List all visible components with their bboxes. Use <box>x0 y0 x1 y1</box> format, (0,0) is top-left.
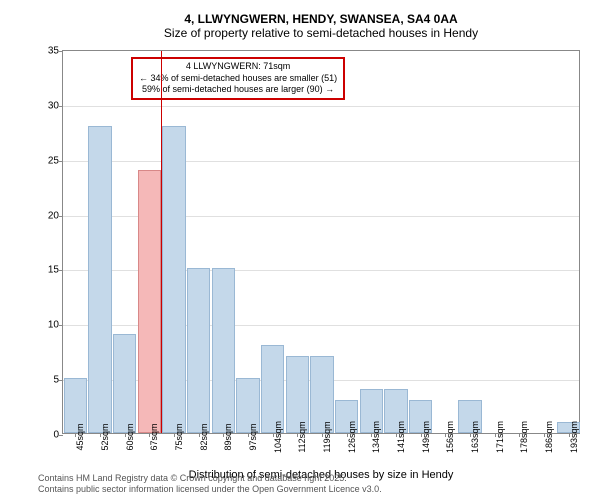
title-line1: 4, LLWYNGWERN, HENDY, SWANSEA, SA4 0AA <box>62 12 580 26</box>
x-tick-label: 75sqm <box>174 423 184 450</box>
x-tick-label: 193sqm <box>569 421 579 453</box>
x-tick-label: 52sqm <box>100 423 110 450</box>
plot-area: Number of semi-detached properties Distr… <box>62 50 580 434</box>
annotation-box: 4 LLWYNGWERN: 71sqm ← 34% of semi-detach… <box>131 57 345 100</box>
y-tick-label: 25 <box>35 155 59 166</box>
annotation-line1: 4 LLWYNGWERN: 71sqm <box>139 61 337 73</box>
x-tick-label: 89sqm <box>223 423 233 450</box>
histogram-bar <box>162 126 185 433</box>
annotation-line3: 59% of semi-detached houses are larger (… <box>139 84 337 96</box>
y-tick-label: 20 <box>35 210 59 221</box>
x-tick-label: 156sqm <box>445 421 455 453</box>
x-tick-label: 126sqm <box>347 421 357 453</box>
chart-container: 4, LLWYNGWERN, HENDY, SWANSEA, SA4 0AA S… <box>62 12 580 434</box>
footer: Contains HM Land Registry data © Crown c… <box>38 473 382 496</box>
y-tick-label: 10 <box>35 320 59 331</box>
x-tick-label: 112sqm <box>297 421 307 452</box>
annotation-line2: ← 34% of semi-detached houses are smalle… <box>139 73 337 85</box>
y-tick-label: 5 <box>35 375 59 386</box>
x-tick-label: 178sqm <box>519 421 529 453</box>
histogram-bar <box>187 268 210 433</box>
x-tick-label: 119sqm <box>322 421 332 452</box>
histogram-bar <box>138 170 161 433</box>
y-tick-label: 0 <box>35 430 59 441</box>
x-tick-label: 186sqm <box>544 421 554 453</box>
y-tick-label: 30 <box>35 100 59 111</box>
chart-title: 4, LLWYNGWERN, HENDY, SWANSEA, SA4 0AA S… <box>62 12 580 40</box>
histogram-bar <box>212 268 235 433</box>
x-tick-label: 67sqm <box>149 423 159 450</box>
x-tick-label: 163sqm <box>470 421 480 453</box>
x-tick-label: 134sqm <box>371 421 381 453</box>
x-tick-label: 60sqm <box>125 423 135 450</box>
x-tick-label: 97sqm <box>248 423 258 450</box>
x-tick-label: 104sqm <box>273 421 283 453</box>
x-tick-label: 82sqm <box>199 423 209 450</box>
marker-line <box>161 51 162 433</box>
x-tick-label: 141sqm <box>396 421 406 453</box>
x-tick-label: 171sqm <box>495 421 505 453</box>
histogram-bar <box>113 334 136 433</box>
footer-line2: Contains public sector information licen… <box>38 484 382 496</box>
y-tick-label: 35 <box>35 46 59 57</box>
title-line2: Size of property relative to semi-detach… <box>62 26 580 40</box>
histogram-bar <box>88 126 111 433</box>
footer-line1: Contains HM Land Registry data © Crown c… <box>38 473 382 485</box>
histogram-bar <box>261 345 284 433</box>
x-tick-label: 45sqm <box>75 423 85 450</box>
y-tick-label: 15 <box>35 265 59 276</box>
x-tick-label: 149sqm <box>421 421 431 453</box>
